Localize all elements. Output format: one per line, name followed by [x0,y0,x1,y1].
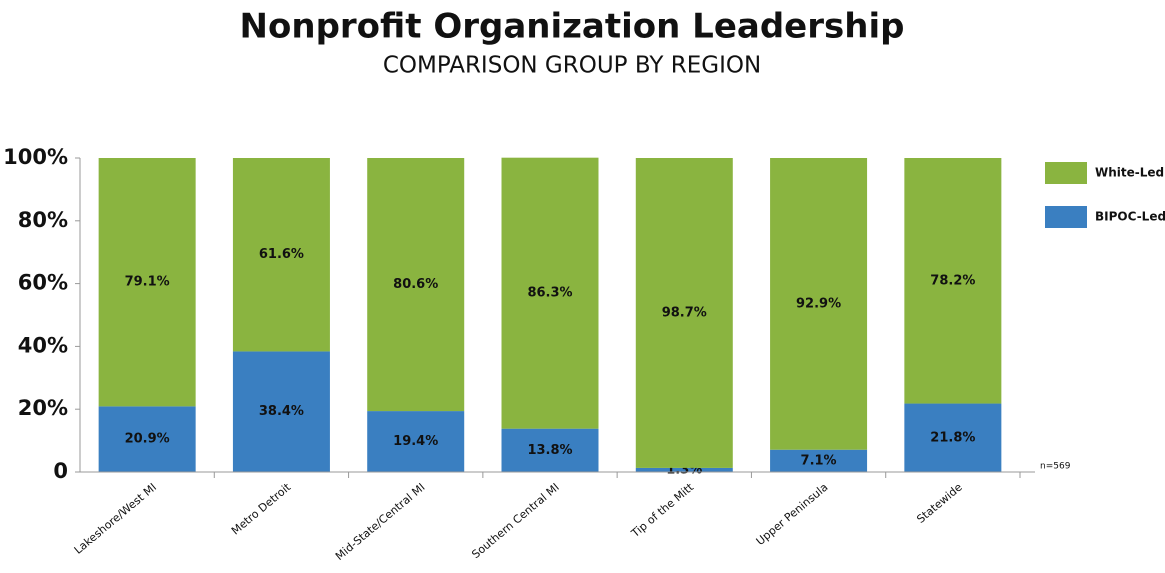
x-tick-label: Statewide [914,480,965,525]
bar-segment [904,403,1002,472]
y-tick-label: 100% [3,145,68,169]
bar-segment [98,406,196,472]
legend-label: White-Led [1095,166,1164,180]
data-label: 98.7% [662,305,707,320]
x-tick-label: Tip of the Mitt [628,480,696,540]
bar-segment [635,467,733,472]
y-tick-label: 80% [18,208,68,232]
data-label: 38.4% [259,404,304,419]
bar-segment [232,351,330,472]
y-tick-label: 40% [18,333,68,357]
x-tick-label: Southern Central MI [469,481,561,562]
bar-segment [501,428,599,472]
data-label: 21.8% [930,430,975,445]
chart-title: Nonprofit Organization Leadership [240,7,905,47]
data-label: 20.9% [125,432,170,447]
x-tick-label: Mid-State/Central MI [333,481,428,563]
x-tick-label: Upper Peninsula [754,481,831,548]
x-tick-label: Metro Detroit [229,480,294,537]
data-label: 61.6% [259,247,304,262]
data-label: 80.6% [393,277,438,292]
data-label: 86.3% [527,286,572,301]
legend-swatch [1045,206,1087,228]
bar-segment [232,158,330,352]
data-label: 79.1% [125,275,170,290]
data-label: 13.8% [527,443,572,458]
bar-segment [367,158,465,412]
legend-label: BIPOC-Led [1095,210,1165,224]
y-tick-label: 0 [53,459,68,483]
annotation: n=569 [1040,462,1071,472]
bar-segment [770,158,868,450]
bar-segment [501,157,599,429]
y-tick-label: 60% [18,271,68,295]
bar-segment [904,158,1002,404]
data-label: 78.2% [930,273,975,288]
legend-swatch [1045,162,1087,184]
chart-subtitle: COMPARISON GROUP BY REGION [383,53,761,79]
data-label: 19.4% [393,434,438,449]
bar-segment [770,449,868,472]
bar-segment [635,158,733,468]
x-tick-label: Lakeshore/West MI [72,481,159,557]
y-tick-label: 20% [18,396,68,420]
bar-segment [98,158,196,407]
data-label: 92.9% [796,296,841,311]
data-label: 7.1% [801,453,837,468]
bar-segment [367,411,465,472]
